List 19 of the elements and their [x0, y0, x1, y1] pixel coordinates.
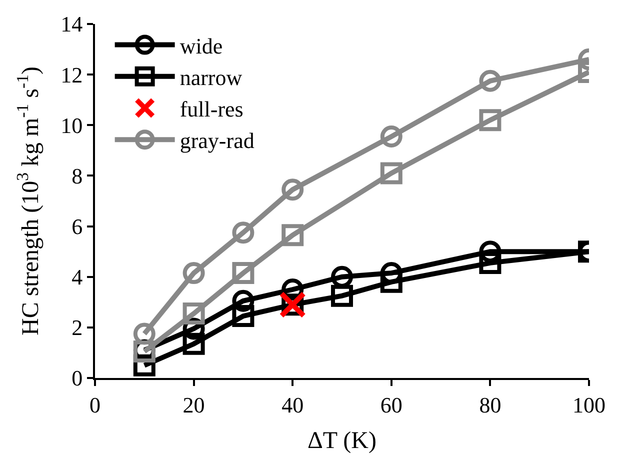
x-tick-label: 80: [479, 392, 502, 418]
legend-label: narrow: [180, 64, 242, 90]
x-axis-title: ΔT (K): [308, 428, 376, 454]
y-tick-label: 14: [60, 12, 83, 37]
y-tick-label: 8: [72, 163, 83, 188]
x-tick-label: 40: [282, 392, 304, 418]
y-tick-label: 2: [72, 315, 83, 340]
y-tick-label: 6: [72, 214, 83, 239]
y-tick-label: 0: [72, 366, 83, 391]
x-tick-label: 0: [90, 392, 100, 418]
legend-label: gray-rad: [180, 128, 254, 154]
x-tick-label: 20: [182, 392, 205, 418]
y-tick-label: 4: [72, 264, 83, 290]
x-tick-label: 100: [572, 392, 606, 418]
legend-label: full-res: [180, 96, 244, 122]
y-tick-label: 10: [60, 112, 83, 138]
x-tick-label: 60: [380, 392, 402, 418]
legend-label: wide: [180, 33, 223, 58]
y-tick-label: 12: [60, 62, 83, 88]
